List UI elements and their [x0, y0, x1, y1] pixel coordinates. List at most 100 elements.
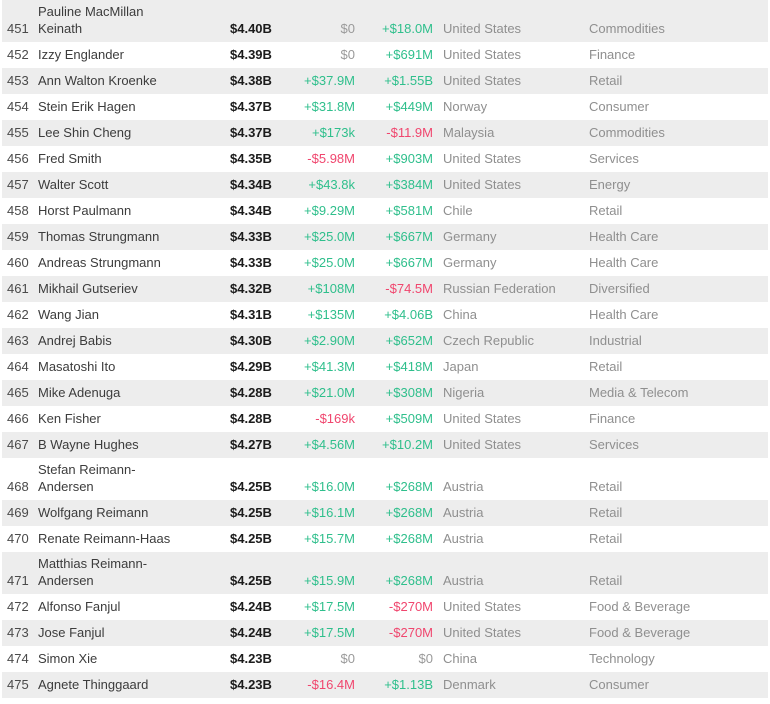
table-row[interactable]: 451 Pauline MacMillan Keinath $4.40B $0 …	[2, 0, 768, 42]
table-row[interactable]: 462 Wang Jian $4.31B +$135M +$4.06B Chin…	[2, 302, 768, 328]
table-row[interactable]: 461 Mikhail Gutseriev $4.32B +$108M -$74…	[2, 276, 768, 302]
net-worth-value: $4.23B	[230, 677, 272, 692]
net-worth-value: $4.24B	[230, 599, 272, 614]
net-worth-value: $4.34B	[230, 203, 272, 218]
industry-label: Retail	[589, 203, 623, 218]
rank-label: 467	[7, 437, 29, 452]
table-row[interactable]: 459 Thomas Strungmann $4.33B +$25.0M +$6…	[2, 224, 768, 250]
ytd-change-value: +$268M	[385, 505, 433, 520]
net-worth-value: $4.24B	[230, 625, 272, 640]
rank-label: 466	[7, 411, 29, 426]
table-row[interactable]: 471 Matthias Reimann- Andersen $4.25B +$…	[2, 552, 768, 594]
person-name: Fred Smith	[38, 151, 102, 166]
net-worth-value: $4.30B	[230, 333, 272, 348]
ytd-change-value: +$268M	[385, 573, 433, 588]
table-row[interactable]: 472 Alfonso Fanjul $4.24B +$17.5M -$270M…	[2, 594, 768, 620]
table-row[interactable]: 463 Andrej Babis $4.30B +$2.90M +$652M C…	[2, 328, 768, 354]
rank-label: 473	[7, 625, 29, 640]
table-row[interactable]: 457 Walter Scott $4.34B +$43.8k +$384M U…	[2, 172, 768, 198]
net-worth-value: $4.32B	[230, 281, 272, 296]
table-row[interactable]: 467 B Wayne Hughes $4.27B +$4.56M +$10.2…	[2, 432, 768, 458]
rank-label: 451	[7, 21, 29, 36]
net-worth-value: $4.37B	[230, 125, 272, 140]
table-row[interactable]: 460 Andreas Strungmann $4.33B +$25.0M +$…	[2, 250, 768, 276]
person-name: Mike Adenuga	[38, 385, 121, 400]
rank-label: 455	[7, 125, 29, 140]
person-name: Thomas Strungmann	[38, 229, 160, 244]
table-row[interactable]: 452 Izzy Englander $4.39B $0 +$691M Unit…	[2, 42, 768, 68]
daily-change-value: +$17.5M	[304, 599, 355, 614]
industry-label: Retail	[589, 531, 623, 546]
industry-label: Finance	[589, 411, 636, 426]
net-worth-value: $4.28B	[230, 385, 272, 400]
ytd-change-value: -$270M	[388, 625, 433, 640]
table-row[interactable]: 469 Wolfgang Reimann $4.25B +$16.1M +$26…	[2, 500, 768, 526]
rank-label: 459	[7, 229, 29, 244]
person-name: Ann Walton Kroenke	[38, 73, 157, 88]
ytd-change-value: $0	[418, 651, 433, 666]
net-worth-value: $4.35B	[230, 151, 272, 166]
table-row[interactable]: 473 Jose Fanjul $4.24B +$17.5M -$270M Un…	[2, 620, 768, 646]
table-row[interactable]: 458 Horst Paulmann $4.34B +$9.29M +$581M…	[2, 198, 768, 224]
person-name: Renate Reimann-Haas	[38, 531, 171, 546]
country-label: United States	[443, 151, 522, 166]
country-label: Norway	[443, 99, 488, 114]
industry-label: Industrial	[589, 333, 642, 348]
ytd-change-value: +$4.06B	[384, 307, 433, 322]
industry-label: Services	[589, 437, 639, 452]
country-label: Austria	[443, 573, 484, 588]
country-label: Chile	[443, 203, 473, 218]
country-label: Austria	[443, 505, 484, 520]
person-name: Alfonso Fanjul	[38, 599, 121, 614]
net-worth-value: $4.25B	[230, 573, 272, 588]
table-row[interactable]: 470 Renate Reimann-Haas $4.25B +$15.7M +…	[2, 526, 768, 552]
net-worth-value: $4.38B	[230, 73, 272, 88]
table-row[interactable]: 455 Lee Shin Cheng $4.37B +$173k -$11.9M…	[2, 120, 768, 146]
ytd-change-value: -$11.9M	[386, 125, 433, 140]
person-name: Wang Jian	[38, 307, 99, 322]
daily-change-value: +$43.8k	[308, 177, 355, 192]
net-worth-value: $4.40B	[230, 21, 272, 36]
net-worth-value: $4.33B	[230, 255, 272, 270]
daily-change-value: +$41.3M	[304, 359, 355, 374]
country-label: China	[443, 307, 477, 322]
table-row[interactable]: 453 Ann Walton Kroenke $4.38B +$37.9M +$…	[2, 68, 768, 94]
table-row[interactable]: 454 Stein Erik Hagen $4.37B +$31.8M +$44…	[2, 94, 768, 120]
table-row[interactable]: 474 Simon Xie $4.23B $0 $0 China Technol…	[2, 646, 768, 672]
rank-label: 462	[7, 307, 29, 322]
daily-change-value: +$9.29M	[304, 203, 355, 218]
daily-change-value: -$5.98M	[307, 151, 355, 166]
industry-label: Food & Beverage	[589, 599, 691, 614]
rank-label: 460	[7, 255, 29, 270]
rank-label: 453	[7, 73, 29, 88]
person-name: Izzy Englander	[38, 47, 124, 62]
table-row[interactable]: 456 Fred Smith $4.35B -$5.98M +$903M Uni…	[2, 146, 768, 172]
table-row[interactable]: 466 Ken Fisher $4.28B -$169k +$509M Unit…	[2, 406, 768, 432]
ytd-change-value: +$418M	[385, 359, 433, 374]
ytd-change-value: +$384M	[385, 177, 433, 192]
net-worth-value: $4.39B	[230, 47, 272, 62]
person-name: B Wayne Hughes	[38, 437, 139, 452]
ytd-change-value: +$18.0M	[382, 21, 433, 36]
daily-change-value: +$15.7M	[304, 531, 355, 546]
person-name: Simon Xie	[38, 651, 98, 666]
rank-label: 474	[7, 651, 29, 666]
ytd-change-value: +$1.55B	[384, 73, 433, 88]
daily-change-value: +$108M	[307, 281, 355, 296]
rank-label: 465	[7, 385, 29, 400]
ytd-change-value: +$449M	[385, 99, 433, 114]
table-row[interactable]: 464 Masatoshi Ito $4.29B +$41.3M +$418M …	[2, 354, 768, 380]
table-row[interactable]: 465 Mike Adenuga $4.28B +$21.0M +$308M N…	[2, 380, 768, 406]
country-label: Japan	[443, 359, 479, 374]
ytd-change-value: +$268M	[385, 531, 433, 546]
person-name: Ken Fisher	[38, 411, 101, 426]
table-row[interactable]: 475 Agnete Thinggaard $4.23B -$16.4M +$1…	[2, 672, 768, 698]
ytd-change-value: +$268M	[385, 479, 433, 494]
industry-label: Health Care	[589, 229, 659, 244]
table-row[interactable]: 468 Stefan Reimann- Andersen $4.25B +$16…	[2, 458, 768, 500]
person-name: Wolfgang Reimann	[38, 505, 149, 520]
industry-label: Food & Beverage	[589, 625, 691, 640]
net-worth-value: $4.27B	[230, 437, 272, 452]
daily-change-value: +$16.1M	[304, 505, 355, 520]
